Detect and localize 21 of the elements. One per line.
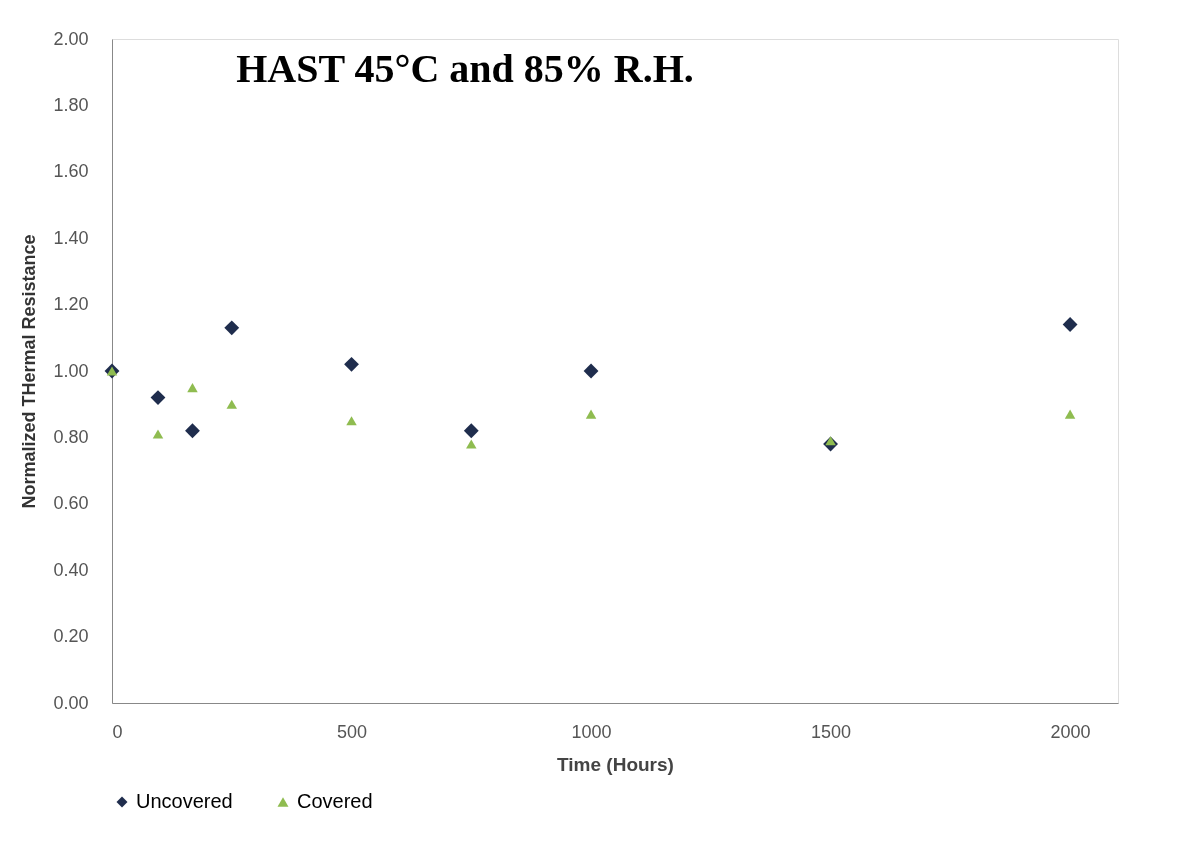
legend-label: Uncovered <box>136 790 233 812</box>
y-tick-label: 0.80 <box>53 426 89 447</box>
y-tick-label: 0.20 <box>53 626 89 647</box>
x-tick-label: 1000 <box>571 721 612 742</box>
x-axis-title: Time (Hours) <box>557 753 674 775</box>
y-axis-title: Normalized THermal Resistance <box>19 234 40 509</box>
y-tick-label: 1.60 <box>53 161 89 182</box>
chart-title: HAST 45°C and 85% R.H. <box>236 46 694 91</box>
y-tick-label: 1.40 <box>53 227 89 248</box>
y-tick-label: 1.20 <box>53 294 89 315</box>
y-tick-label: 0.60 <box>53 493 89 514</box>
y-tick-label: 1.80 <box>53 94 89 115</box>
y-tick-label: 2.00 <box>53 28 89 49</box>
y-tick-label: 1.00 <box>53 360 89 381</box>
y-tick-label: 0.40 <box>53 559 89 580</box>
x-tick-label: 0 <box>112 721 123 742</box>
x-tick-label: 1500 <box>811 721 852 742</box>
x-tick-label: 2000 <box>1050 721 1091 742</box>
x-tick-label: 500 <box>337 721 368 742</box>
y-tick-label: 0.00 <box>53 692 89 713</box>
legend-label: Covered <box>297 790 373 812</box>
